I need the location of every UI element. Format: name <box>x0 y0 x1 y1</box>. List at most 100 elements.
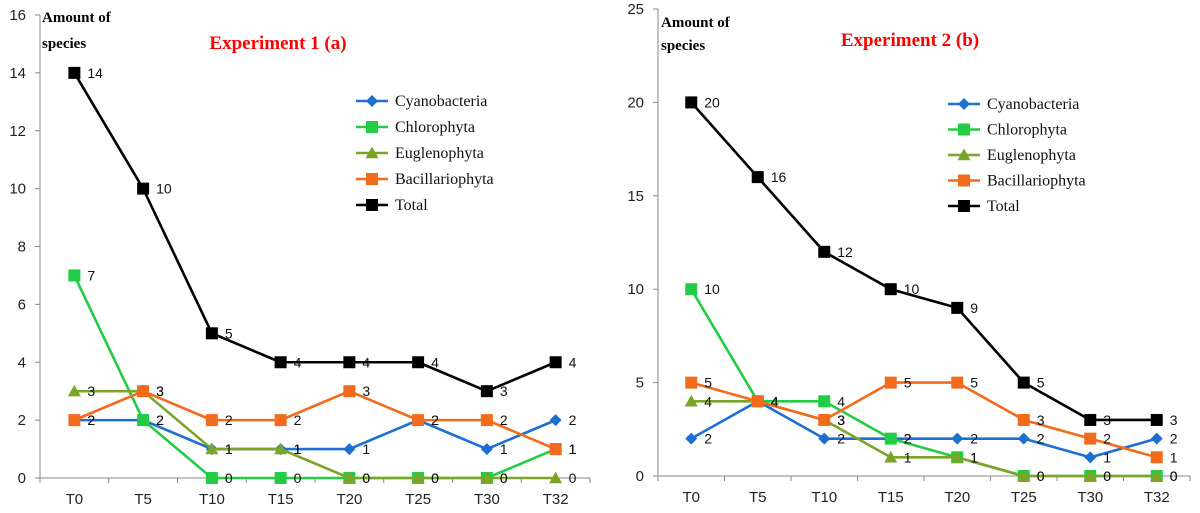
y-tick-label: 10 <box>9 181 26 198</box>
data-label: 0 <box>1103 468 1111 484</box>
data-label: 10 <box>156 181 172 197</box>
point-total <box>884 283 897 296</box>
y-axis-label: species <box>661 38 705 54</box>
point-chlorophyta <box>884 432 897 445</box>
data-label: 0 <box>431 470 439 486</box>
x-tick-label: T5 <box>749 489 767 506</box>
x-tick-label: T15 <box>268 491 294 508</box>
point-total <box>480 385 493 398</box>
point-chlorophyta <box>818 395 831 408</box>
point-chlorophyta <box>137 414 150 427</box>
data-label: 4 <box>569 354 577 370</box>
data-label: 1 <box>569 441 577 457</box>
data-label: 12 <box>837 244 853 260</box>
y-tick-label: 20 <box>627 94 644 111</box>
point-bacillariophyta <box>1150 451 1163 464</box>
point-euglenophyta <box>1150 469 1164 482</box>
x-tick-label: T5 <box>134 491 152 508</box>
point-cyanobacteria <box>1084 451 1097 464</box>
point-total <box>343 356 356 369</box>
point-bacillariophyta <box>343 385 356 398</box>
chart-title: Experiment 2 (b) <box>841 30 979 51</box>
x-tick-label: T32 <box>1144 489 1170 506</box>
point-euglenophyta <box>684 394 698 407</box>
point-total <box>549 356 562 369</box>
data-label: 2 <box>970 431 978 447</box>
x-tick-label: T20 <box>336 491 362 508</box>
legend-marker-euglenophyta <box>365 146 379 159</box>
legend-marker-total <box>366 199 378 211</box>
data-label: 7 <box>87 267 95 283</box>
point-total <box>1084 413 1097 426</box>
point-euglenophyta <box>205 442 219 455</box>
y-axis-label: Amount of <box>661 15 731 31</box>
data-label: 4 <box>771 393 779 409</box>
data-label: 2 <box>569 412 577 428</box>
data-label: 1 <box>225 441 233 457</box>
y-tick-label: 8 <box>18 239 26 256</box>
y-tick-label: 5 <box>636 375 644 392</box>
point-bacillariophyta <box>480 414 493 427</box>
legend-label-total: Total <box>395 197 428 214</box>
x-tick-label: T10 <box>811 489 837 506</box>
data-label: 2 <box>704 431 712 447</box>
data-label: 5 <box>970 375 978 391</box>
data-label: 1 <box>569 441 577 457</box>
data-label: 1 <box>1170 449 1178 465</box>
point-euglenophyta <box>411 471 425 484</box>
x-tick-label: T20 <box>944 489 970 506</box>
series-total: 14 10 5 4 4 4 3 4 <box>68 65 577 399</box>
series-bacillariophyta: 5 4 3 5 5 3 2 1 <box>685 375 1178 465</box>
data-label: 14 <box>87 65 103 81</box>
point-bacillariophyta <box>751 395 764 408</box>
data-label: 3 <box>362 383 370 399</box>
data-label: 4 <box>362 354 370 370</box>
x-tick-label: T15 <box>878 489 904 506</box>
legend-marker-cyanobacteria <box>366 95 378 107</box>
y-tick-label: 15 <box>627 188 644 205</box>
data-label: 1 <box>970 449 978 465</box>
series-total: 20 16 12 10 9 5 3 3 <box>685 94 1178 428</box>
point-cyanobacteria <box>951 432 964 445</box>
line-bacillariophyta <box>690 381 1158 459</box>
data-label: 2 <box>500 412 508 428</box>
point-bacillariophyta <box>137 385 150 398</box>
data-label: 3 <box>1170 412 1178 428</box>
point-bacillariophyta <box>1017 413 1030 426</box>
data-label: 2 <box>156 412 164 428</box>
chart-title: Experiment 1 (a) <box>209 33 346 54</box>
point-total <box>68 66 81 79</box>
y-tick-label: 25 <box>627 1 644 18</box>
point-total <box>751 171 764 184</box>
data-label: 3 <box>837 412 845 428</box>
y-tick-label: 0 <box>636 468 644 485</box>
point-euglenophyta <box>1083 469 1097 482</box>
x-tick-label: T25 <box>405 491 431 508</box>
point-total <box>137 182 150 195</box>
data-label: 0 <box>569 470 577 486</box>
legend-marker-total <box>958 200 970 212</box>
legend-label-total: Total <box>987 198 1020 215</box>
point-bacillariophyta <box>68 414 81 427</box>
data-label: 0 <box>1037 468 1045 484</box>
data-label: 2 <box>904 431 912 447</box>
data-label: 3 <box>87 383 95 399</box>
data-label: 10 <box>904 281 920 297</box>
legend-label-euglenophyta: Euglenophyta <box>395 145 484 162</box>
data-label: 2 <box>1103 431 1111 447</box>
point-total <box>818 245 831 258</box>
y-tick-label: 0 <box>18 470 26 487</box>
data-label: 2 <box>1037 431 1045 447</box>
y-axis-label: Amount of <box>42 10 112 26</box>
data-label: 4 <box>771 393 779 409</box>
data-label: 0 <box>362 470 370 486</box>
point-euglenophyta <box>1017 469 1031 482</box>
data-label: 4 <box>431 354 439 370</box>
data-label: 1 <box>500 441 508 457</box>
line-cyanobacteria <box>74 418 557 451</box>
data-label: 0 <box>500 470 508 486</box>
legend-label-chlorophyta: Chlorophyta <box>987 122 1067 139</box>
data-label: 0 <box>1170 468 1178 484</box>
point-euglenophyta <box>480 471 494 484</box>
point-total <box>412 356 425 369</box>
